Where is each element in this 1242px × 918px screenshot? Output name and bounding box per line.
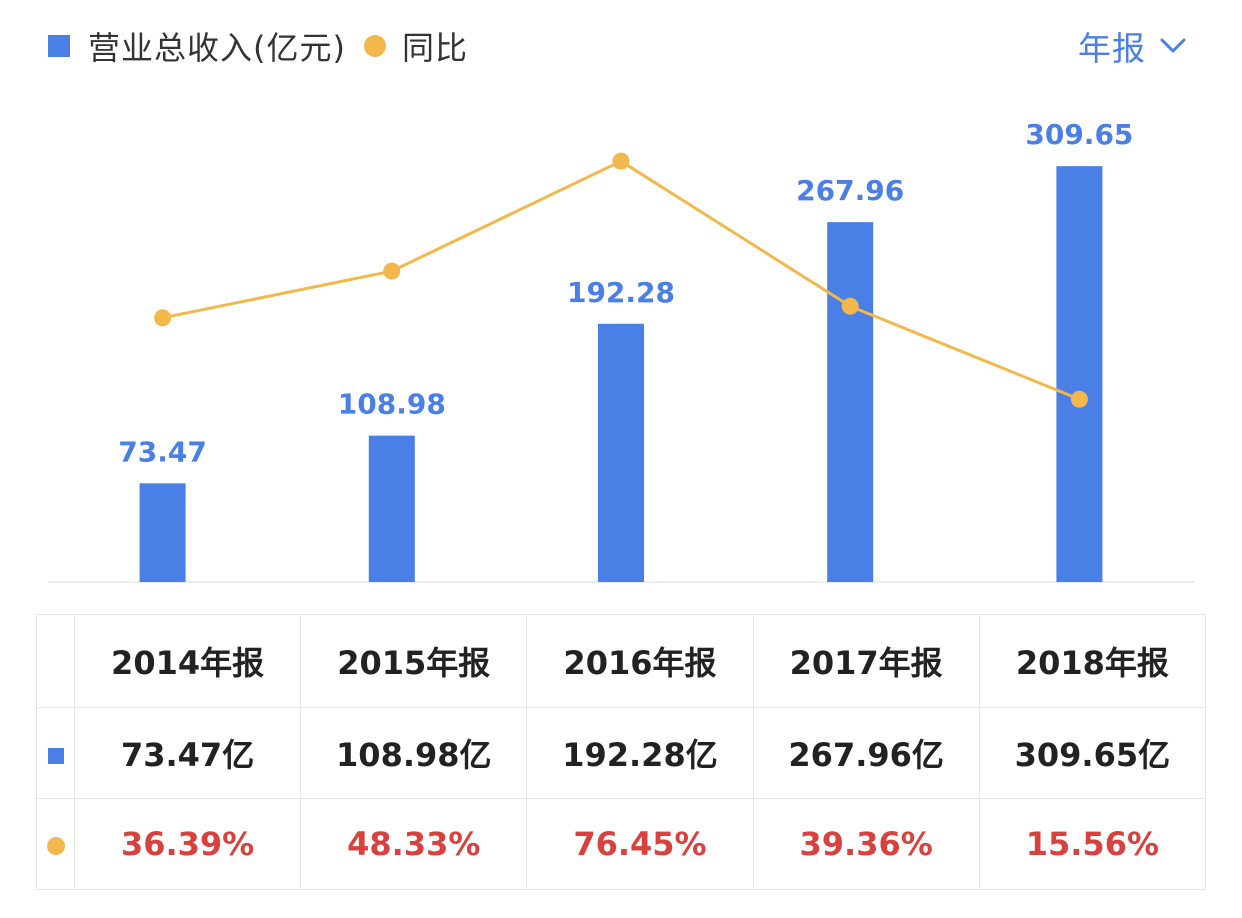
revenue-cell: 267.96亿 xyxy=(752,707,980,799)
yoy-dot-icon xyxy=(46,837,65,855)
table-header-cell: 2014年报 xyxy=(73,614,302,708)
table-row-yoy: 36.39% 48.33% 76.45% 39.36% 15.56% xyxy=(36,798,1207,890)
revenue-cell: 309.65亿 xyxy=(978,707,1207,799)
period-dropdown-label: 年报 xyxy=(1078,29,1146,68)
table-header-cell: 2017年报 xyxy=(752,614,980,708)
revenue-bar xyxy=(827,222,874,583)
legend-item-revenue[interactable]: 营业总收入(亿元) xyxy=(48,23,346,69)
table-corner-cell xyxy=(36,614,75,708)
yoy-cell: 48.33% xyxy=(300,798,528,890)
revenue-bar xyxy=(368,435,415,582)
revenue-cell: 108.98亿 xyxy=(300,707,528,799)
legend-revenue-label: 营业总收入(亿元) xyxy=(88,29,346,67)
table-header-cell: 2015年报 xyxy=(300,614,528,708)
legend-dot-swatch xyxy=(363,35,386,57)
bar-value-label: 309.65 xyxy=(1025,118,1133,151)
revenue-chart: 73.47 108.98 192.28 267.96 309.65 xyxy=(48,118,1194,583)
revenue-square-icon xyxy=(47,748,64,764)
chart-legend: 营业总收入(亿元) 同比 xyxy=(48,22,486,70)
bar-value-label: 192.28 xyxy=(567,276,675,309)
yoy-cell: 36.39% xyxy=(73,798,302,890)
revenue-row-marker-cell xyxy=(36,707,75,799)
yoy-cell: 39.36% xyxy=(752,798,980,890)
revenue-bar xyxy=(1056,166,1103,582)
yoy-cell: 76.45% xyxy=(526,798,754,890)
revenue-bar xyxy=(139,483,186,582)
revenue-cell: 73.47亿 xyxy=(73,707,302,799)
yoy-point xyxy=(841,297,859,315)
legend-bar-swatch xyxy=(48,35,70,57)
yoy-point xyxy=(612,152,630,170)
revenue-cell: 192.28亿 xyxy=(526,707,754,799)
yoy-row-marker-cell xyxy=(36,798,75,890)
yoy-cell: 15.56% xyxy=(978,798,1207,890)
legend-yoy-label: 同比 xyxy=(401,29,468,67)
data-table: 2014年报 2015年报 2016年报 2017年报 2018年报 73.47… xyxy=(36,614,1207,890)
legend-item-yoy[interactable]: 同比 xyxy=(363,23,468,69)
table-header-cell: 2016年报 xyxy=(526,614,754,708)
chevron-down-icon xyxy=(1160,38,1186,53)
yoy-point xyxy=(383,262,401,280)
yoy-point xyxy=(154,309,172,327)
period-dropdown[interactable]: 年报 xyxy=(1078,22,1186,70)
table-header-cell: 2018年报 xyxy=(978,614,1207,708)
bar-value-label: 267.96 xyxy=(796,174,904,207)
table-row-revenue: 73.47亿 108.98亿 192.28亿 267.96亿 309.65亿 xyxy=(36,707,1207,799)
bar-value-label: 73.47 xyxy=(118,435,207,468)
table-header-row: 2014年报 2015年报 2016年报 2017年报 2018年报 xyxy=(36,614,1207,708)
yoy-point xyxy=(1070,390,1088,408)
revenue-bar xyxy=(598,323,644,582)
bar-value-label: 108.98 xyxy=(338,388,446,421)
